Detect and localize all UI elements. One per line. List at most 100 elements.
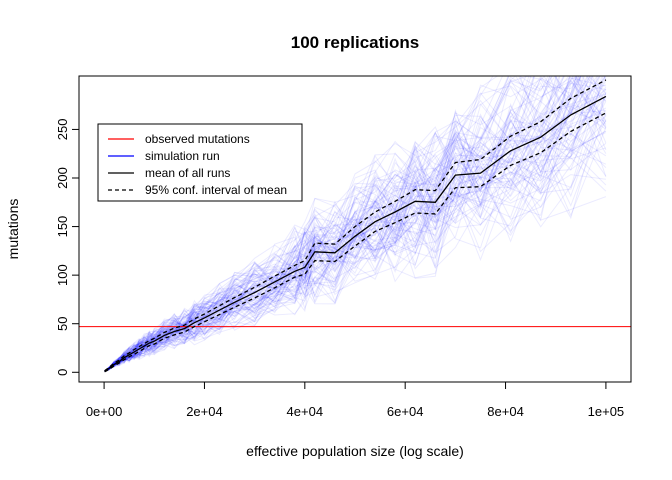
- simulation-run-line: [104, 76, 578, 372]
- simulation-run-line: [104, 81, 607, 372]
- ci-upper-line: [104, 79, 607, 372]
- y-axis: 0 50 100 150 200 250: [55, 119, 80, 376]
- simulation-run-line: [104, 119, 607, 372]
- simulation-run-line: [104, 76, 607, 372]
- legend-label: mean of all runs: [145, 166, 230, 180]
- simulation-run-line: [104, 76, 553, 372]
- simulation-run-line: [104, 79, 607, 373]
- simulation-run-line: [104, 76, 582, 372]
- simulation-run-line: [104, 76, 594, 372]
- simulation-run-line: [104, 76, 591, 372]
- simulation-run-line: [104, 76, 577, 372]
- simulation-run-line: [104, 96, 607, 372]
- simulation-run-line: [104, 125, 607, 373]
- simulation-run-line: [104, 101, 607, 372]
- simulation-run-line: [104, 76, 592, 372]
- simulation-run-line: [104, 93, 607, 372]
- x-tick-label: 6e+04: [387, 404, 424, 419]
- legend-label: 95% conf. interval of mean: [145, 183, 287, 197]
- simulation-run-line: [104, 146, 607, 372]
- simulation-run-line: [104, 81, 607, 372]
- simulation-run-line: [104, 111, 607, 372]
- simulation-run-line: [104, 76, 589, 372]
- simulation-run-line: [104, 112, 607, 372]
- simulation-run-line: [104, 76, 582, 372]
- simulation-run-line: [104, 86, 607, 372]
- simulation-run-line: [104, 115, 607, 372]
- x-tick-label: 4e+04: [287, 404, 324, 419]
- simulation-run-line: [104, 76, 580, 372]
- simulation-run-line: [104, 76, 530, 372]
- x-tick-label: 2e+04: [186, 404, 223, 419]
- x-tick-label: 8e+04: [487, 404, 524, 419]
- y-tick-label: 200: [55, 167, 70, 189]
- simulation-run-line: [104, 88, 607, 372]
- simulation-run-line: [104, 84, 607, 372]
- simulation-run-line: [104, 76, 557, 372]
- y-tick-label: 250: [55, 119, 70, 141]
- simulation-run-line: [104, 76, 600, 372]
- x-axis-label: effective population size (log scale): [246, 443, 464, 459]
- simulation-run-line: [104, 130, 607, 372]
- simulation-run-line: [104, 76, 571, 373]
- simulation-run-line: [104, 76, 561, 372]
- simulation-run-line: [104, 76, 535, 372]
- x-tick-label: 0e+00: [86, 404, 123, 419]
- legend-box: [97, 123, 303, 202]
- simulation-run-line: [104, 76, 554, 372]
- simulation-run-line: [104, 76, 558, 372]
- legend-label: simulation run: [145, 149, 220, 163]
- y-tick-label: 150: [55, 216, 70, 238]
- x-tick-label: 1e+05: [588, 404, 625, 419]
- mean-line: [104, 95, 607, 372]
- simulation-run-line: [104, 76, 582, 372]
- simulation-run-line: [104, 103, 607, 372]
- simulation-run-line: [104, 76, 607, 372]
- y-tick-label: 0: [55, 369, 70, 376]
- series-layer: [79, 79, 631, 373]
- simulation-run-line: [104, 133, 607, 372]
- simulation-run-line: [104, 76, 581, 372]
- simulation-run-line: [104, 76, 607, 372]
- y-axis-label: mutations: [5, 199, 21, 260]
- simulation-run-line: [104, 148, 607, 373]
- simulation-run-line: [104, 76, 604, 372]
- simulation-run-line: [104, 76, 577, 372]
- simulation-run-line: [104, 76, 607, 372]
- simulation-run-line: [104, 76, 601, 372]
- simulation-run-line: [104, 103, 607, 372]
- simulation-run-line: [104, 76, 580, 372]
- simulation-run-line: [104, 76, 607, 372]
- y-tick-label: 50: [55, 316, 70, 330]
- simulation-run-line: [104, 157, 607, 373]
- simulation-run-line: [104, 91, 607, 373]
- simulation-run-line: [104, 80, 607, 373]
- simulation-run-line: [104, 92, 607, 372]
- legend: observed mutations simulation run mean of …: [97, 123, 303, 202]
- x-axis: 0e+00 2e+04 4e+04 6e+04 8e+04 1e+05: [86, 381, 625, 419]
- simulation-run-line: [104, 76, 560, 372]
- simulation-run-line: [104, 78, 607, 372]
- simulation-run-line: [104, 142, 607, 372]
- simulation-run-line: [104, 76, 549, 372]
- simulation-run-line: [104, 76, 598, 372]
- simulation-run-line: [104, 76, 607, 372]
- simulation-run-line: [104, 76, 601, 372]
- simulation-run-line: [104, 76, 599, 372]
- simulation-run-line: [104, 79, 607, 373]
- simulation-run-line: [104, 77, 607, 372]
- chart-title: 100 replications: [291, 33, 420, 52]
- simulation-run-line: [104, 76, 584, 372]
- simulation-run-line: [104, 76, 606, 372]
- simulation-run-line: [104, 121, 607, 372]
- simulation-run-line: [104, 95, 607, 373]
- simulation-run-line: [104, 132, 607, 372]
- simulation-run-line: [104, 85, 607, 372]
- simulation-run-line: [104, 96, 607, 372]
- legend-label: observed mutations: [145, 132, 250, 146]
- simulation-run-line: [104, 76, 607, 372]
- ci-lower-line: [104, 112, 607, 373]
- y-tick-label: 100: [55, 264, 70, 286]
- simulation-run-line: [104, 76, 607, 372]
